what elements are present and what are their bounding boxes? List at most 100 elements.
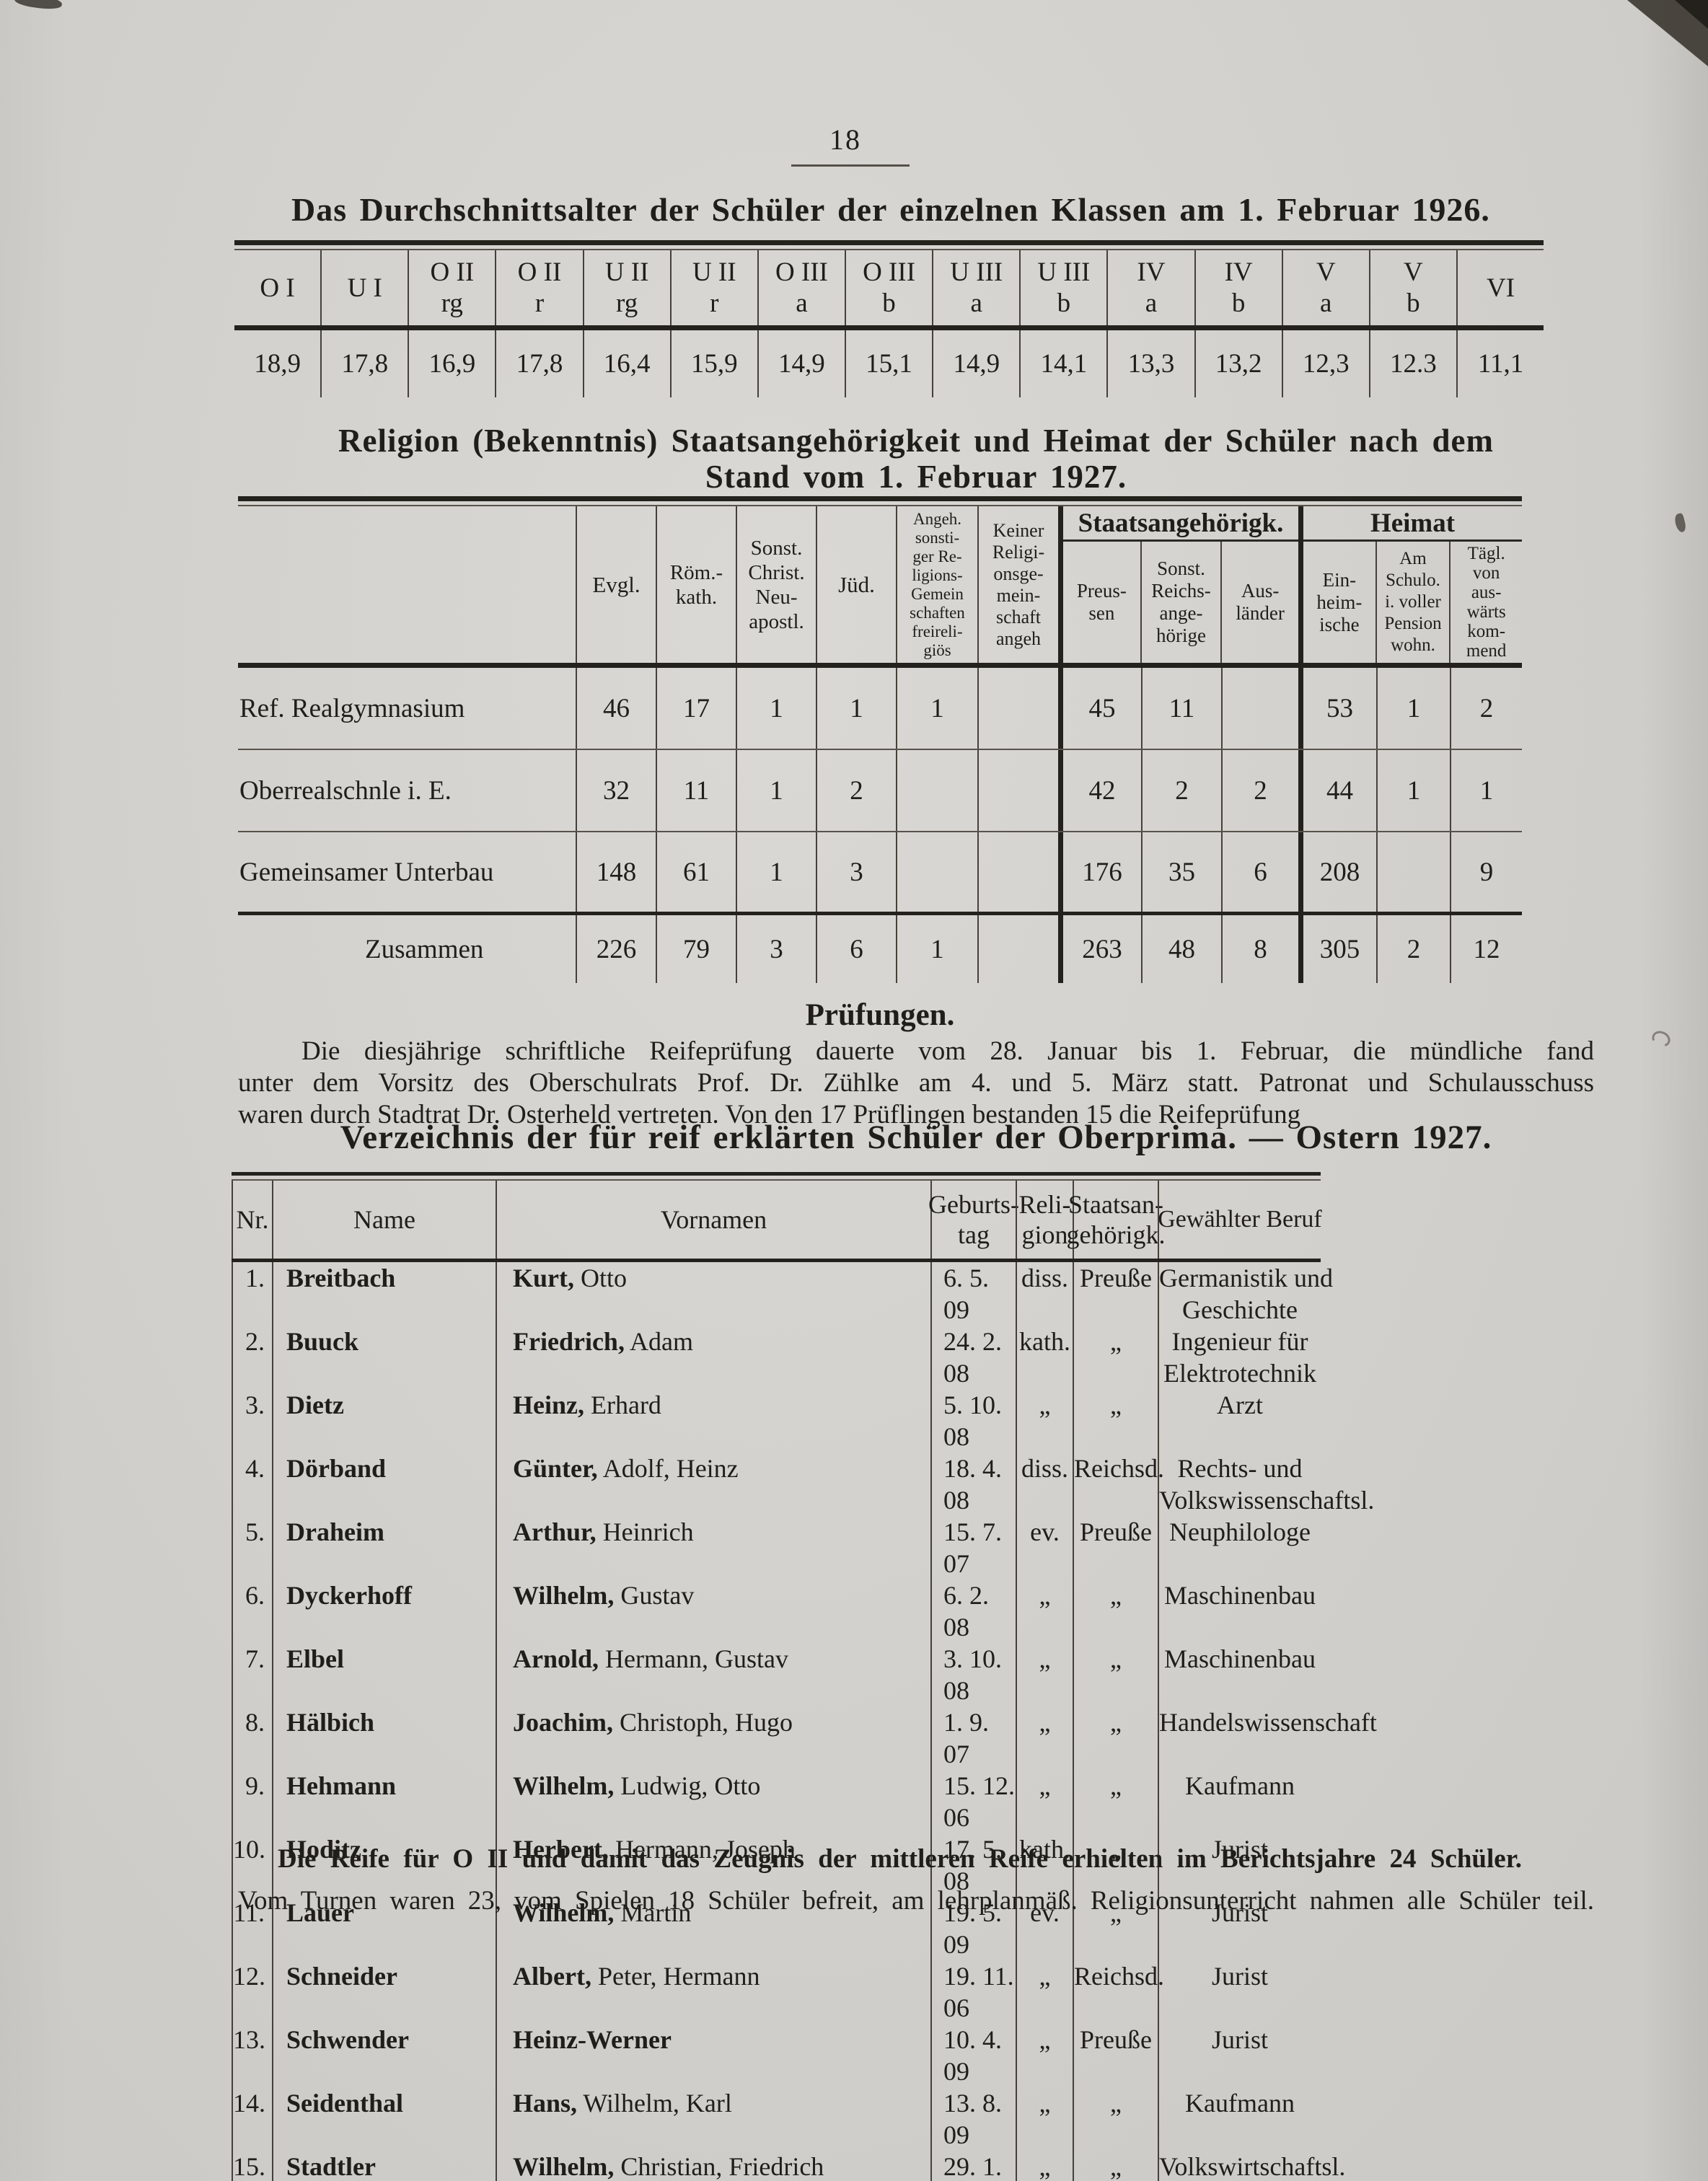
- table-cell: 263: [1058, 915, 1141, 983]
- birth-date: 13. 8. 09: [930, 2087, 1016, 2151]
- column-header: U III a: [932, 250, 1019, 325]
- chosen-profession: Handelswissenschaft: [1158, 1706, 1377, 1770]
- student-number: 11.: [232, 1897, 272, 1960]
- table-rule: [232, 1259, 1321, 1262]
- column-header: VI: [1456, 250, 1544, 325]
- student-given-names: Heinz, Erhard: [496, 1389, 930, 1453]
- table-row: Oberrealschnle i. E. 32 11 1 2 42 2 2 44…: [238, 750, 1522, 831]
- chosen-profession: Arzt: [1158, 1389, 1321, 1453]
- student-surname: Schwender: [272, 2024, 496, 2087]
- religion-value: „: [1016, 2087, 1073, 2151]
- call-name: Wilhelm,: [513, 1581, 615, 1610]
- religion-value: ev.: [1016, 1516, 1073, 1579]
- table1-value-row: 18,9 17,8 16,9 17,8 16,4 15,9 14,9 15,1 …: [234, 330, 1544, 397]
- group-header: Heimat: [1303, 506, 1522, 542]
- call-name: Friedrich,: [513, 1327, 625, 1356]
- student-row: 5. Draheim Arthur, Heinrich 15. 7. 07 ev…: [232, 1516, 1321, 1579]
- column-header: Gewählter Beruf: [1158, 1181, 1322, 1259]
- chosen-profession: Maschinenbau: [1158, 1643, 1321, 1706]
- other-names: Christian, Friedrich: [614, 2152, 824, 2181]
- student-number: 8.: [232, 1706, 272, 1770]
- column-header: V b: [1368, 250, 1456, 325]
- student-surname: Hehmann: [272, 1770, 496, 1833]
- student-surname: Dörband: [272, 1453, 496, 1516]
- table-rule: [238, 505, 1522, 506]
- student-row: 10. Hoditz Herbert, Hermann, Joseph 17. …: [232, 1833, 1321, 1897]
- nationality-value: Reichsd.: [1073, 1453, 1164, 1516]
- table-cell: 45: [1058, 668, 1141, 749]
- table-cell: [977, 750, 1058, 831]
- student-number: 3.: [232, 1389, 272, 1453]
- student-given-names: Herbert, Hermann, Joseph: [496, 1833, 930, 1897]
- table-cell: 53: [1298, 668, 1376, 749]
- student-given-names: Wilhelm, Gustav: [496, 1579, 930, 1643]
- column-header: V a: [1281, 250, 1369, 325]
- footer-note-turnen: Vom Turnen waren 23, vom Spielen 18 Schü…: [238, 1886, 1594, 1916]
- table2-title: Religion (Bekenntnis) Staatsangehörigkei…: [238, 423, 1594, 495]
- table-cell: 1: [736, 668, 816, 749]
- table-rule: [234, 240, 1544, 245]
- paragraph-line: unter dem Vorsitz des Oberschulrats Prof…: [238, 1068, 1594, 1098]
- column-header: U III b: [1019, 250, 1106, 325]
- student-row: 9. Hehmann Wilhelm, Ludwig, Otto 15. 12.…: [232, 1770, 1321, 1833]
- table-cell: 1: [1450, 750, 1522, 831]
- pruefungen-paragraph: Die diesjährige schriftliche Reifeprüfun…: [238, 1036, 1594, 1131]
- birth-date: 15. 7. 07: [930, 1516, 1016, 1579]
- birth-date: 19. 11. 06: [930, 1960, 1016, 2024]
- table-rule: [234, 249, 1544, 250]
- chosen-profession: Jurist: [1158, 2024, 1321, 2087]
- student-surname: Draheim: [272, 1516, 496, 1579]
- table-cell: [896, 832, 977, 912]
- table-cell: 2: [1141, 750, 1221, 831]
- table-cell: 226: [576, 915, 656, 983]
- row-label: Gemeinsamer Unterbau: [239, 857, 494, 887]
- table-cell: 1: [1376, 668, 1450, 749]
- table1-header-row: O I U I O II rg O II r U II rg U II r O …: [234, 250, 1544, 325]
- table-cell: 17: [656, 668, 736, 749]
- table-row: Ref. Realgymnasium 46 17 1 1 1 45 11 53 …: [238, 668, 1522, 749]
- religion-value: diss.: [1016, 1453, 1073, 1516]
- student-row: 8. Hälbich Joachim, Christoph, Hugo 1. 9…: [232, 1706, 1377, 1770]
- student-row: 2. Buuck Friedrich, Adam 24. 2. 08 kath.…: [232, 1326, 1321, 1389]
- religion-value: ev.: [1016, 1897, 1073, 1960]
- student-row: 3. Dietz Heinz, Erhard 5. 10. 08 „ „ Arz…: [232, 1389, 1321, 1453]
- student-number: 15.: [232, 2151, 272, 2181]
- nationality-value: Reichsd.: [1073, 1960, 1164, 2024]
- column-header: Name: [272, 1181, 496, 1259]
- group-subheaders: Ein- heim- ische Am Schulo. i. voller Pe…: [1303, 542, 1522, 663]
- birth-date: 19. 5. 09: [930, 1897, 1016, 1960]
- table-cell: [977, 915, 1058, 983]
- table-cell: 1: [896, 668, 977, 749]
- page-number-rule: [791, 164, 910, 167]
- call-name: Wilhelm,: [513, 2152, 615, 2181]
- paragraph-line: waren durch Stadtrat Dr. Osterheld vertr…: [238, 1100, 1301, 1129]
- group-header: Staatsangehörigk.: [1063, 506, 1298, 542]
- table-cell: 305: [1298, 915, 1376, 983]
- group-subheaders: Preus- sen Sonst. Reichs- ange- hörige A…: [1063, 542, 1298, 663]
- column-header: Preus- sen: [1076, 580, 1127, 624]
- student-given-names: Joachim, Christoph, Hugo: [496, 1706, 930, 1770]
- table-cell: 148: [576, 832, 656, 912]
- student-number: 4.: [232, 1453, 272, 1516]
- scan-corner-artifact: [1675, 0, 1708, 29]
- column-header: Angeh. sonsti- ger Re- ligions- Gemein s…: [896, 506, 977, 663]
- religion-value: „: [1016, 2151, 1073, 2181]
- call-name: Herbert,: [513, 1835, 609, 1864]
- student-number: 12.: [232, 1960, 272, 2024]
- nationality-value: „: [1073, 1833, 1158, 1897]
- table-cell: 1: [816, 668, 896, 749]
- column-header: Evgl.: [576, 506, 656, 663]
- table-cell: [977, 668, 1058, 749]
- table-rule: [232, 1172, 1321, 1176]
- column-header: Ein- heim- ische: [1316, 568, 1363, 635]
- student-surname: Stadtler: [272, 2151, 496, 2181]
- nationality-group: Staatsangehörigk. Preus- sen Sonst. Reic…: [1058, 506, 1298, 663]
- religion-value: kath.: [1016, 1326, 1073, 1389]
- student-given-names: Wilhelm, Martin: [496, 1897, 930, 1960]
- student-row: 11. Lauer Wilhelm, Martin 19. 5. 09 ev. …: [232, 1897, 1321, 1960]
- call-name: Kurt,: [513, 1264, 574, 1292]
- chosen-profession: Maschinenbau: [1158, 1579, 1321, 1643]
- religion-value: „: [1016, 1579, 1073, 1643]
- table-cell: 9: [1450, 832, 1522, 912]
